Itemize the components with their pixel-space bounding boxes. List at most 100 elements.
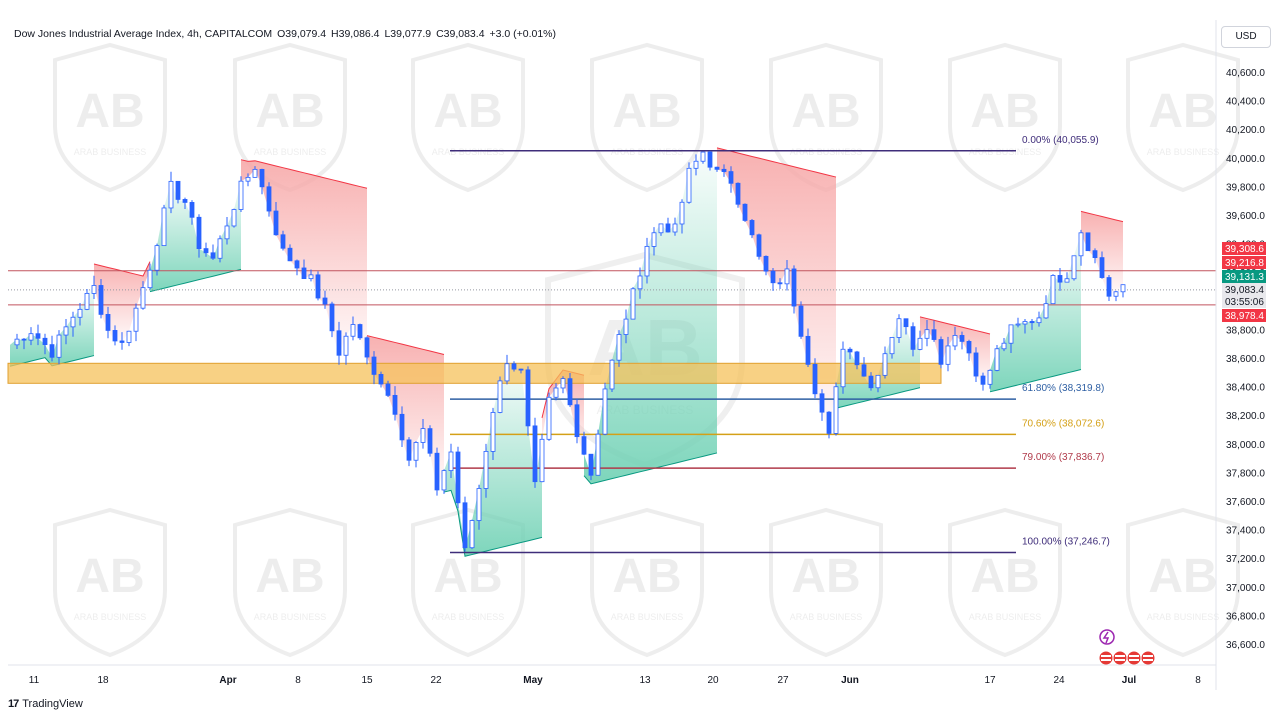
tradingview-footer[interactable]: 17 TradingView	[8, 698, 83, 710]
watermark-shield-icon: AB ARAB BUSINESS	[948, 42, 1062, 193]
candle-body	[546, 396, 552, 440]
price-tick-label: 36,800.0	[1226, 611, 1265, 622]
support-zone	[7, 362, 942, 384]
trend-line	[919, 316, 991, 335]
candle-body	[882, 353, 888, 376]
time-tick-label: Apr	[219, 675, 236, 686]
candle-body	[581, 436, 587, 455]
candle-body	[931, 329, 937, 340]
tradingview-logo-icon: 17	[8, 698, 19, 710]
candle-body	[63, 326, 69, 336]
watermark-text: ARAB BUSINESS	[969, 147, 1042, 157]
support-band	[584, 152, 717, 484]
candle-body	[1064, 278, 1070, 283]
time-tick-label: 15	[361, 675, 373, 686]
candle-body	[742, 203, 748, 221]
candle-body	[735, 182, 741, 205]
trend-line	[366, 335, 445, 355]
candle-body	[112, 330, 118, 342]
watermark-shield-outline	[53, 507, 167, 658]
watermark-text: ARAB BUSINESS	[1147, 147, 1220, 157]
us-flag-event-icon	[1112, 650, 1128, 666]
price-axis[interactable]: 40,600.0 40,400.0 40,200.0 40,000.0 39,800.0…	[1226, 68, 1265, 651]
lightning-bolt-icon	[1102, 631, 1110, 644]
candle-body	[287, 247, 293, 262]
candle-body	[798, 305, 804, 337]
watermark-shield-outline	[590, 507, 704, 658]
watermark-logo: AB	[970, 550, 1039, 603]
candle-body	[350, 324, 356, 337]
candle-body	[14, 338, 20, 346]
price-badge-label: 39,216.8	[1225, 258, 1264, 269]
time-tick-label: 8	[295, 675, 301, 686]
symbol-label[interactable]: Dow Jones Industrial Average Index, 4h, …	[14, 28, 273, 40]
candle-body	[721, 168, 727, 172]
time-axis[interactable]: 11 18 Apr 8 15 22 May 13 20 27 Jun 17 24 Jul 8	[29, 675, 1201, 686]
candle-body	[623, 318, 629, 335]
watermark-shield-icon: AB ARAB BUSINESS	[769, 507, 883, 658]
candle-body	[1043, 303, 1049, 319]
candle-body	[833, 386, 839, 434]
candle-body	[273, 210, 279, 236]
watermark-shield-outline	[411, 42, 525, 193]
candle-body	[896, 318, 902, 338]
currency-button[interactable]: USD	[1221, 26, 1271, 48]
candle-body	[371, 356, 377, 375]
candle-body	[455, 451, 461, 504]
watermark-text: ARAB BUSINESS	[74, 147, 147, 157]
candle-body	[385, 383, 391, 396]
us-flag-event-icon	[1126, 650, 1142, 666]
candle-body	[700, 151, 706, 162]
candle-body	[378, 374, 384, 385]
candle-body	[434, 452, 440, 491]
candle-body	[917, 337, 923, 350]
flag-stripe	[1101, 659, 1111, 661]
watermark-shield-icon: AB ARAB BUSINESS	[590, 507, 704, 658]
candle-body	[224, 225, 230, 240]
price-tick-label: 38,800.0	[1226, 325, 1265, 336]
candle-body	[294, 260, 300, 269]
time-tick-label: Jul	[1122, 675, 1137, 686]
candle-body	[77, 308, 83, 318]
trend-line	[149, 268, 242, 293]
candle-body	[189, 202, 195, 218]
us-flag-event-icon	[1098, 650, 1114, 666]
candle-body	[686, 167, 692, 203]
candle-body	[105, 313, 111, 331]
price-tick-label: 38,600.0	[1226, 354, 1265, 365]
watermark-text: ARAB BUSINESS	[790, 147, 863, 157]
high-value: H39,086.4	[331, 28, 380, 40]
price-badge-label: 03:55:06	[1225, 297, 1264, 308]
candle-body	[777, 282, 783, 285]
price-badge-label: 39,308.6	[1225, 244, 1264, 255]
candle-body	[1113, 291, 1119, 297]
watermark-shield-outline	[948, 42, 1062, 193]
candle-body	[693, 160, 699, 169]
candle-body	[42, 337, 48, 346]
candle-body	[35, 333, 41, 339]
watermark-shield-outline	[233, 507, 347, 658]
watermark-shield-outline	[53, 42, 167, 193]
candle-body	[315, 274, 321, 299]
time-tick-label: 8	[1195, 675, 1201, 686]
watermark-text: ARAB BUSINESS	[254, 612, 327, 622]
candle-body	[658, 223, 664, 234]
price-badge-label: 39,083.4	[1225, 285, 1264, 296]
candle-body	[126, 330, 132, 343]
watermark-logo: AB	[255, 550, 324, 603]
candle-body	[994, 348, 1000, 371]
candle-body	[574, 404, 580, 438]
candle-body	[168, 180, 174, 209]
candle-body	[714, 166, 720, 170]
candle-body	[756, 234, 762, 257]
resistance-band	[367, 335, 444, 490]
candle-body	[784, 268, 790, 285]
candle-body	[840, 348, 846, 388]
candle-body	[1057, 275, 1063, 283]
watermark-shield-icon: AB ARAB BUSINESS	[53, 507, 167, 658]
candle-body	[357, 324, 363, 339]
candle-body	[588, 453, 594, 476]
candle-body	[707, 151, 713, 168]
watermark-text: ARAB BUSINESS	[1147, 612, 1220, 622]
